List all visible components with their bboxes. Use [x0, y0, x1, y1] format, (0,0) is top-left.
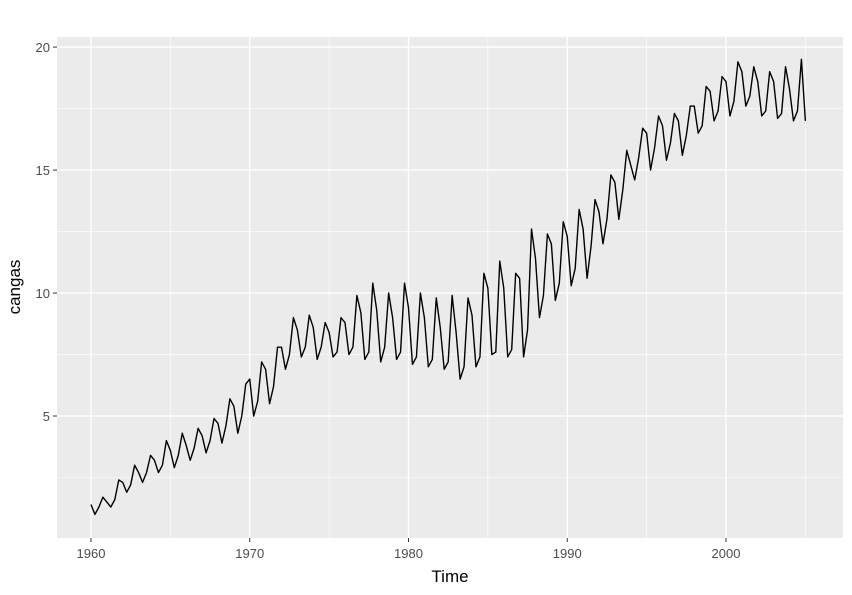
y-tick-label: 20 — [36, 40, 50, 55]
x-tick-label: 2000 — [712, 546, 741, 561]
data-line — [90, 58, 807, 516]
y-tick-label: 15 — [36, 163, 50, 178]
x-axis-title: Time — [431, 567, 468, 586]
y-axis-title: cangas — [5, 260, 24, 315]
x-tick-label: 1990 — [553, 546, 582, 561]
y-tick-label: 5 — [43, 409, 50, 424]
y-tick-label: 10 — [36, 286, 50, 301]
x-tick-label: 1960 — [77, 546, 106, 561]
x-tick-label: 1980 — [394, 546, 423, 561]
plot-panel — [57, 37, 843, 538]
x-tick-label: 1970 — [235, 546, 264, 561]
